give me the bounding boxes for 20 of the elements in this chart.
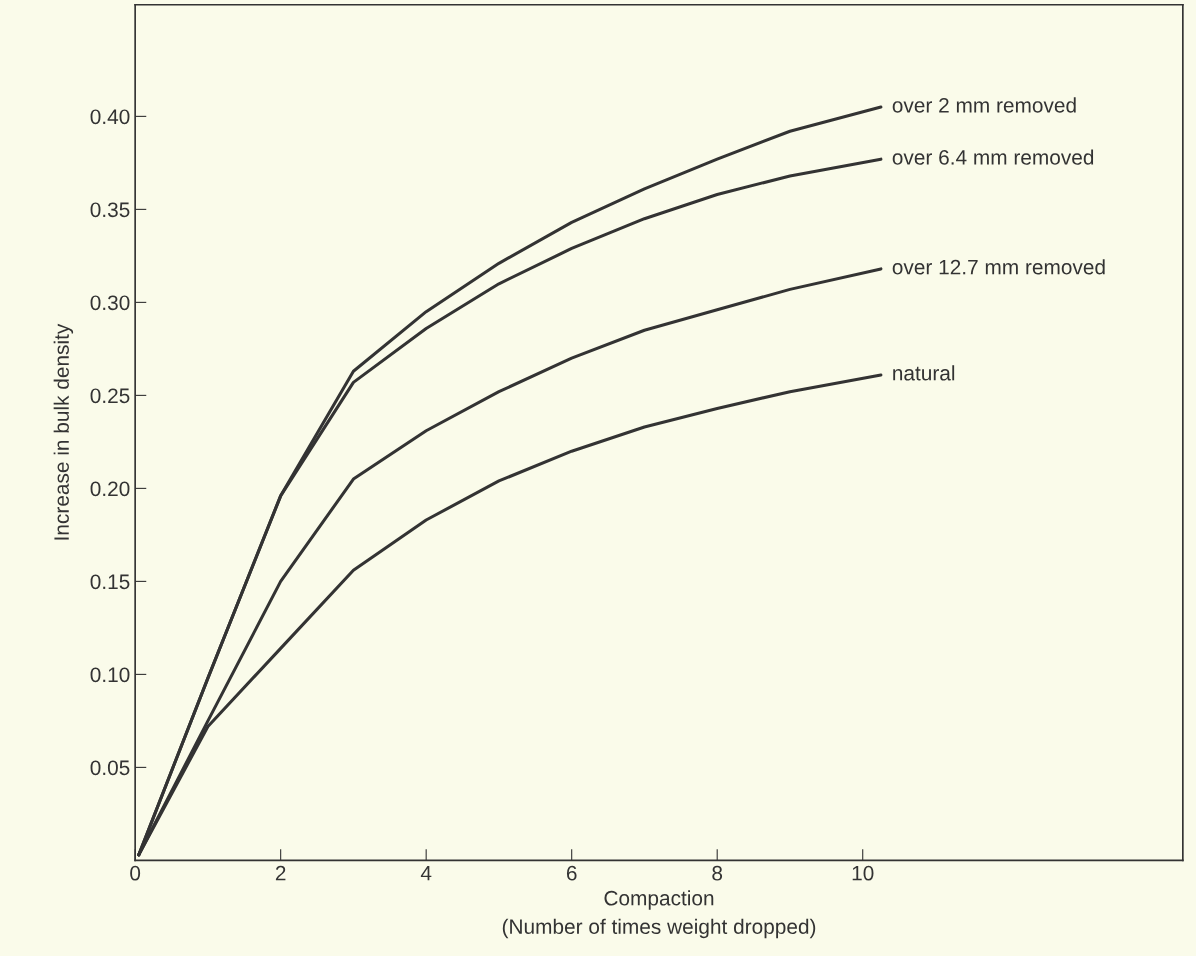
x-tick-label: 10	[852, 865, 874, 881]
y-tick-label: 0.05	[90, 760, 130, 776]
series-label: over 12.7 mm removed	[892, 259, 1105, 275]
y-tick-label: 0.40	[90, 109, 130, 125]
x-tick-label: 4	[420, 866, 432, 881]
x-tick-label: 8	[712, 865, 723, 881]
x-axis-title: Compaction (Number of times weight dropped)	[502, 890, 816, 939]
x-tick-label: 0	[130, 865, 141, 881]
series-label: over 6.4 mm removed	[892, 149, 1094, 165]
series-label: over 2 mm removed	[892, 97, 1076, 113]
y-tick-label: 0.25	[90, 388, 130, 404]
x-tick-label: 2	[275, 865, 286, 881]
y-tick-label: 0.20	[90, 481, 130, 497]
series-label: natural	[893, 365, 955, 381]
y-tick-label: 0.15	[90, 574, 130, 590]
y-tick-label: 0.30	[90, 295, 130, 311]
x-tick-label: 6	[566, 865, 577, 881]
y-tick-label: 0.35	[90, 202, 130, 218]
y-axis-title: Increase in bulk density	[53, 323, 74, 540]
y-tick-label: 0.10	[90, 667, 130, 683]
